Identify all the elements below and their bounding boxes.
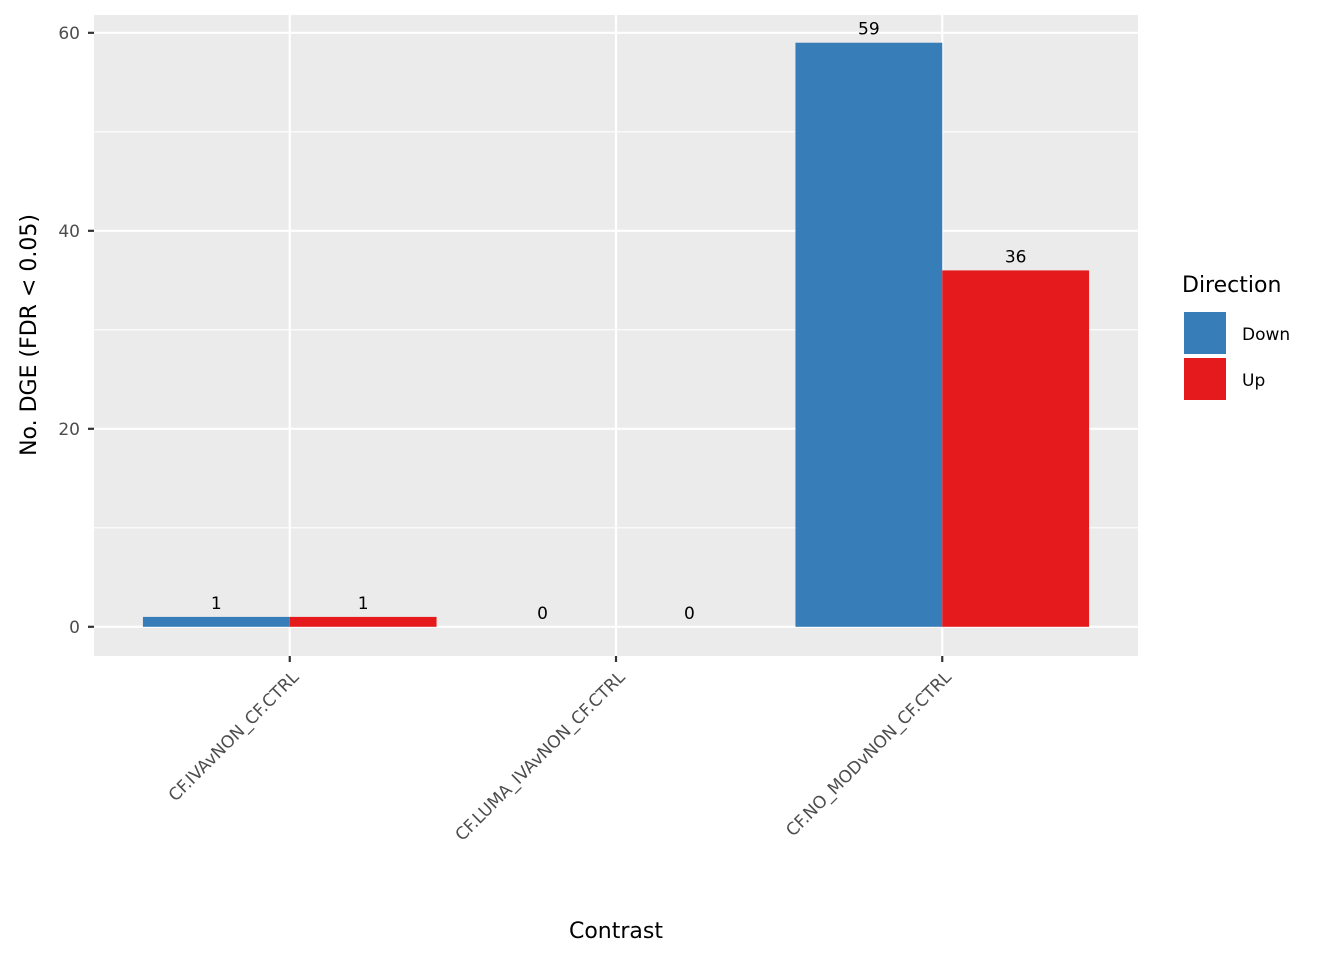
bar-down [142,616,290,627]
data-label: 1 [358,594,369,614]
bar-up [289,616,437,627]
legend-label: Up [1242,371,1265,391]
data-label: 1 [211,594,222,614]
legend-label: Down [1242,325,1290,345]
x-tick-label: CF.LUMA_IVAvNON_CF.CTRL [452,667,630,845]
data-label: 36 [1005,247,1027,267]
y-tick-label: 0 [69,618,80,638]
x-tick-label: CF.IVAvNON_CF.CTRL [165,667,304,806]
x-tick-label: CF.NO_MODvNON_CF.CTRL [782,667,956,841]
y-tick-label: 60 [58,24,80,44]
y-tick-label: 40 [58,222,80,242]
legend: Direction Down Up [1182,273,1290,402]
y-axis-title: No. DGE (FDR < 0.05) [17,214,42,456]
data-label: 59 [858,20,880,40]
bar-up [942,270,1090,627]
legend-key-up [1182,356,1228,402]
data-label: 0 [684,604,695,624]
legend-title: Direction [1182,273,1281,298]
y-tick-label: 20 [58,420,80,440]
legend-key-down [1182,310,1228,356]
x-axis-title: Contrast [569,919,663,944]
data-label: 0 [537,604,548,624]
bar-down [795,42,943,627]
